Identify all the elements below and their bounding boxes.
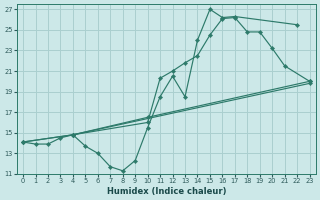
X-axis label: Humidex (Indice chaleur): Humidex (Indice chaleur) [107,187,226,196]
